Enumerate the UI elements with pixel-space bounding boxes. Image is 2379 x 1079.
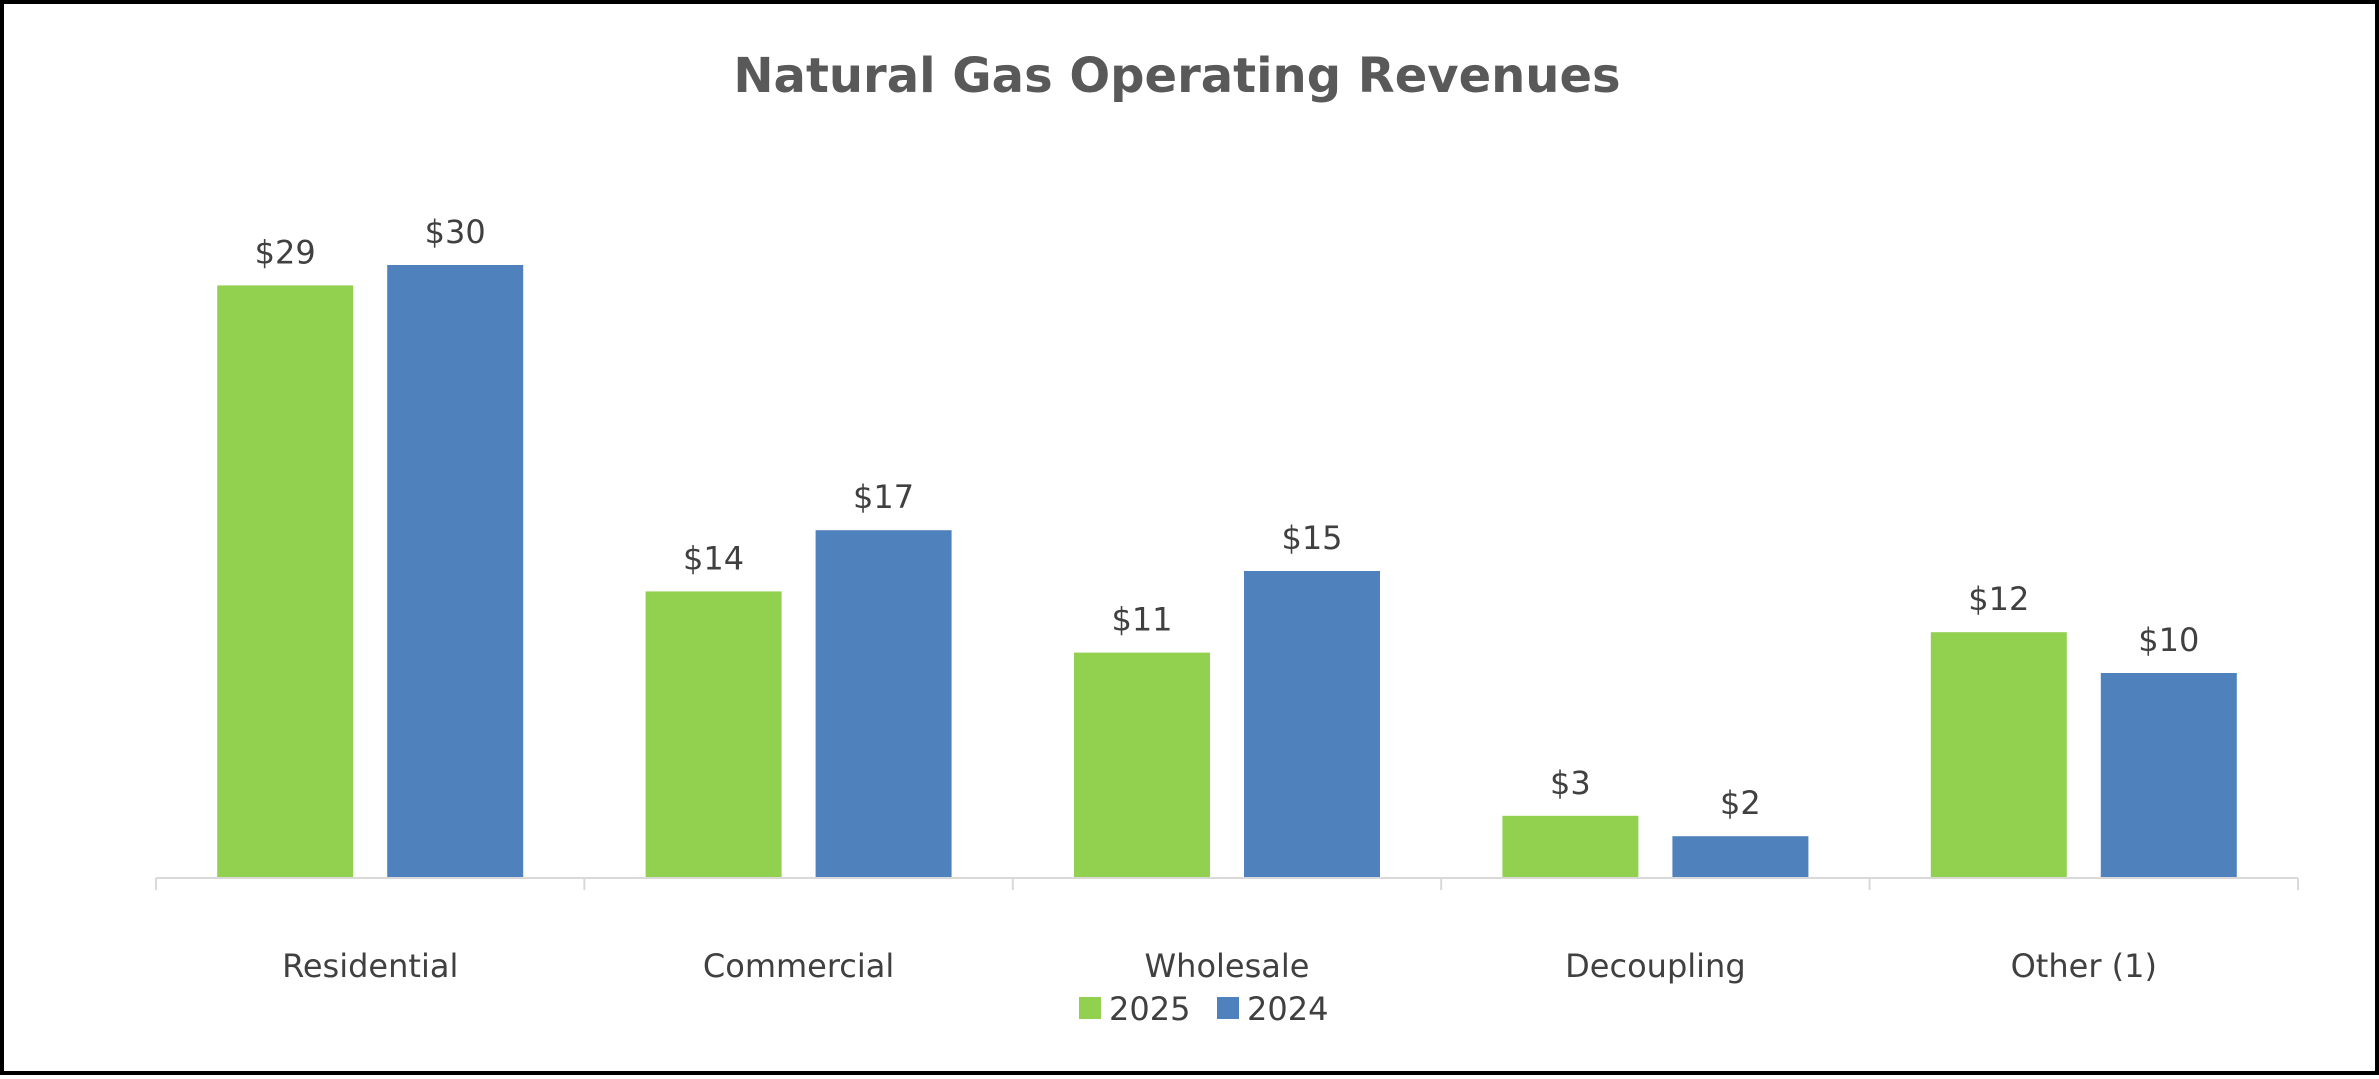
legend-swatch-2025 — [1079, 997, 1101, 1019]
bar-other-1-2024 — [2100, 673, 2237, 877]
bar-decoupling-2025 — [1502, 815, 1639, 877]
data-labels: $29 $30 $14 $17 $11 $15 $3 $2 $12 $10 — [255, 213, 2200, 822]
data-label-other-1-2024: $10 — [2138, 621, 2199, 659]
bar-commercial-2024 — [815, 530, 952, 877]
data-label-wholesale-2025: $11 — [1111, 601, 1172, 639]
bar-decoupling-2024 — [1672, 836, 1809, 877]
bar-residential-2024 — [387, 265, 524, 877]
bar-wholesale-2025 — [1074, 652, 1210, 877]
data-label-commercial-2024: $17 — [853, 478, 914, 516]
legend: 2025 2024 — [1079, 990, 1328, 1028]
chart: Natural Gas Operating Revenues Residenti… — [155, 48, 2299, 1028]
data-label-other-1-2025: $12 — [1968, 580, 2029, 618]
bar-wholesale-2024 — [1244, 571, 1380, 877]
category-label-other-1: Other (1) — [2011, 947, 2157, 985]
legend-swatch-2024 — [1217, 997, 1239, 1019]
data-label-wholesale-2024: $15 — [1281, 519, 1342, 557]
category-label-wholesale: Wholesale — [1145, 947, 1310, 985]
bars-layer — [217, 265, 2237, 877]
x-axis: Residential Commercial Wholesale Decoupling… — [155, 877, 2299, 985]
data-label-decoupling-2024: $2 — [1720, 784, 1761, 822]
legend-label-2025: 2025 — [1109, 990, 1190, 1028]
data-label-residential-2025: $29 — [255, 233, 316, 271]
category-label-commercial: Commercial — [703, 947, 894, 985]
bar-commercial-2025 — [645, 591, 782, 877]
data-label-decoupling-2025: $3 — [1550, 764, 1591, 802]
data-label-commercial-2025: $14 — [683, 539, 744, 577]
category-label-residential: Residential — [282, 947, 458, 985]
legend-label-2024: 2024 — [1247, 990, 1328, 1028]
bar-other-1-2025 — [1930, 632, 2067, 877]
bar-residential-2025 — [217, 285, 354, 877]
data-label-residential-2024: $30 — [425, 213, 486, 251]
category-label-decoupling: Decoupling — [1565, 947, 1745, 985]
chart-title: Natural Gas Operating Revenues — [733, 48, 1620, 104]
